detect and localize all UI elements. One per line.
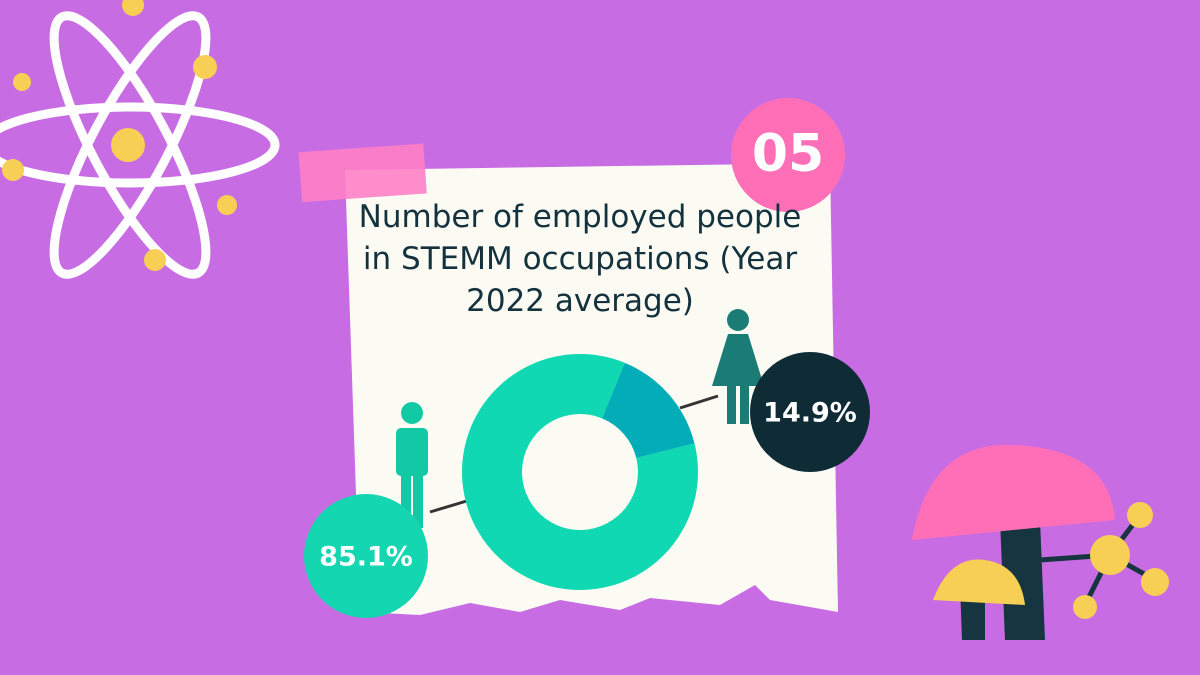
- connector: [679, 394, 719, 410]
- donut-chart: [462, 354, 698, 591]
- label-circle: [750, 352, 870, 472]
- mushroom-decoration: [912, 444, 1169, 640]
- value-label: 85.1%: [319, 542, 413, 573]
- atom-decoration: [0, 11, 280, 279]
- tape: [298, 143, 427, 203]
- value-label: 14.9%: [763, 398, 857, 429]
- badge-circle: [731, 98, 845, 212]
- chart-title: Number of employed people in STEMM occup…: [358, 199, 802, 319]
- female-icon: [712, 309, 764, 424]
- atom-dots: [2, 0, 237, 271]
- donut-slice: [602, 362, 695, 458]
- badge: 05: [752, 124, 824, 184]
- male-icon: [396, 402, 428, 528]
- label-circle: [304, 494, 428, 618]
- connector: [429, 498, 471, 514]
- donut-slice: [462, 354, 698, 591]
